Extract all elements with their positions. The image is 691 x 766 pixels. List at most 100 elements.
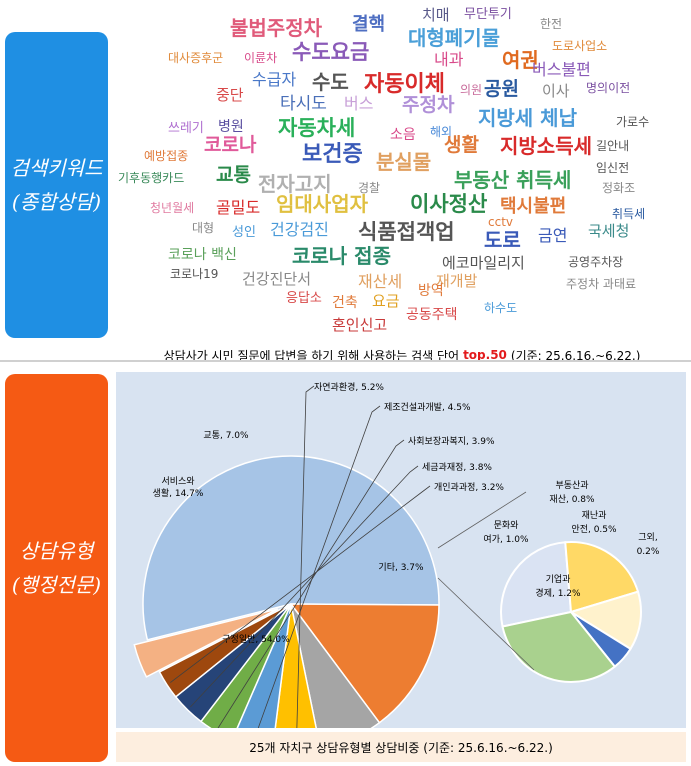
cloud-word: cctv <box>488 215 514 229</box>
cloud-word: 여권 <box>502 48 539 72</box>
cloud-word: 내과 <box>434 50 464 69</box>
cloud-word: 지방소득세 <box>500 134 592 158</box>
cloud-word: 소음 <box>390 127 416 143</box>
cloud-word: 코로나19 <box>170 267 219 281</box>
cloud-word: 중단 <box>216 86 244 104</box>
cloud-word: 에코마일리지 <box>442 254 525 272</box>
cloud-word: 취득세 <box>612 207 646 221</box>
cloud-word: 요금 <box>372 292 400 310</box>
pie-slice <box>158 603 292 698</box>
chart-caption: 25개 자치구 상담유형별 상담비중 (기준: 25.6.16.~6.22.) <box>116 732 686 762</box>
cloud-word: 예방접종 <box>144 149 189 163</box>
section-label-types: 상담유형 (행정전문) <box>5 374 108 762</box>
leader-line <box>217 439 405 729</box>
cloud-word: 가로수 <box>616 115 650 129</box>
word-cloud: 불법주정차 결핵 치매 무단투기 한전 수도요금 대형폐기물 도로사업소 대사증후군 이륜차 내과 여… <box>112 0 691 342</box>
cloud-word: 코로나 <box>204 134 257 156</box>
cloud-word: 택시불편 <box>500 196 567 217</box>
cloud-word: 하수도 <box>484 301 518 315</box>
cloud-word: 버스불편 <box>532 60 591 79</box>
cloud-word: 성인 <box>232 225 256 240</box>
slice-label: 기타, 3.7% <box>378 562 424 573</box>
pie-slice <box>133 608 279 678</box>
cloud-word: 재산세 <box>358 272 403 291</box>
keywords-label-text: 검색키워드 (종합상담) <box>10 156 103 214</box>
cloud-word: 이사 <box>542 82 570 100</box>
cloud-word: 코로나 백신 <box>168 247 237 263</box>
pie-slice <box>142 455 440 641</box>
cloud-word: 지방세 체납 <box>478 106 577 130</box>
leader-line <box>295 385 315 748</box>
cloud-word: 쓰레기 <box>168 121 204 136</box>
cloud-word: 혼인신고 <box>332 316 388 334</box>
cloud-word: 공원 <box>484 78 519 100</box>
cloud-word: 응답소 <box>286 291 322 306</box>
cloud-word: 부동산 취득세 <box>454 168 572 192</box>
sub-slice-label: 부동산과 재산, 0.8% <box>549 480 595 505</box>
cloud-word: 생활 <box>444 134 479 156</box>
caption-highlight: top.50 <box>463 348 507 362</box>
cloud-word: 방역 <box>418 283 444 299</box>
connector-line <box>437 577 535 671</box>
cloud-word: 자동이체 <box>364 72 445 97</box>
cloud-word: 이륜차 <box>244 51 278 65</box>
cloud-word: 임대사업자 <box>276 192 368 216</box>
cloud-word: 결핵 <box>352 14 386 35</box>
cloud-word: 도로사업소 <box>552 39 608 53</box>
cloud-word: 정화조 <box>602 181 636 195</box>
cloud-word: 청년월세 <box>150 201 195 215</box>
cloud-word: 식품접객업 <box>358 220 455 244</box>
leader-line <box>190 465 419 708</box>
sub-slice-label: 문화와 여가, 1.0% <box>483 519 529 545</box>
cloud-word: 공동주택 <box>406 307 458 323</box>
cloud-word: 이사정산 <box>410 192 488 216</box>
connector-line <box>437 491 527 549</box>
cloud-word: 해외 <box>430 125 453 139</box>
pie-slice <box>289 603 440 724</box>
cloud-word: 대사증후군 <box>168 51 224 65</box>
leader-line <box>252 405 381 744</box>
cloud-word: 자동차세 <box>278 116 356 140</box>
types-label-text: 상담유형 (행정전문) <box>11 539 102 597</box>
slice-label: 서비스와 생활, 14.7% <box>153 475 204 499</box>
cloud-word: 전자고지 <box>258 172 332 196</box>
sub-slice-label: 기업과 경제, 1.2% <box>535 574 581 599</box>
cloud-word: 무단투기 <box>464 7 512 22</box>
slice-label: 구정일반, 54.0% <box>222 634 290 645</box>
sub-pie-slice <box>501 610 617 683</box>
cloud-word: 공영주차장 <box>568 255 624 269</box>
cloud-word: 대형 <box>192 221 215 235</box>
caption-suffix: (기준: 25.6.16.~6.22.) <box>510 348 641 363</box>
leader-line <box>170 485 431 683</box>
cloud-word: 건축 <box>332 295 358 311</box>
slice-label: 개인과과정, 3.2% <box>434 482 504 493</box>
cloud-word: 타시도 <box>280 94 327 114</box>
cloud-word: 명의이전 <box>586 81 631 95</box>
sub-pie-slice <box>500 541 573 628</box>
slice-label: 사회보장과복지, 3.9% <box>408 436 495 447</box>
cloud-word: 버스 <box>344 94 374 113</box>
cloud-word: 의원 <box>460 83 483 97</box>
cloud-word: 임신전 <box>596 161 630 175</box>
cloud-word: 불법주정차 <box>230 16 322 40</box>
cloud-word: 치매 <box>422 6 450 24</box>
caption-prefix: 상담사가 시민 질문에 답변을 하기 위해 사용하는 검색 단어 <box>163 348 460 363</box>
cloud-word: 건강진단서 <box>242 270 312 288</box>
cloud-word: 골밀도 <box>216 198 261 217</box>
slice-label: 제조건설과개발, 4.5% <box>384 402 471 413</box>
section-divider <box>0 360 691 362</box>
cloud-word: 코로나 접종 <box>292 244 391 268</box>
sub-pie-slice <box>564 541 640 614</box>
cloud-word: 수급자 <box>252 70 297 89</box>
slice-label: 자연과환경, 5.2% <box>314 381 384 393</box>
sub-slice-label: 그외, 0.2% <box>637 531 660 557</box>
section-label-keywords: 검색키워드 (종합상담) <box>5 32 108 338</box>
cloud-word: 건강검진 <box>270 220 329 239</box>
pie-chart-area: 구정일반, 54.0% 서비스와 생활, 14.7% 교통, 7.0% 자연과환경, 5… <box>116 372 686 753</box>
slice-label: 세금과재정, 3.8% <box>422 462 492 473</box>
cloud-word: 주정차 과태료 <box>566 277 637 291</box>
cloud-word: 분실물 <box>376 150 432 174</box>
cloud-word: 금연 <box>538 226 568 245</box>
cloud-word: 한전 <box>540 17 563 31</box>
sub-slice-label: 재난과 안전, 0.5% <box>571 510 617 535</box>
